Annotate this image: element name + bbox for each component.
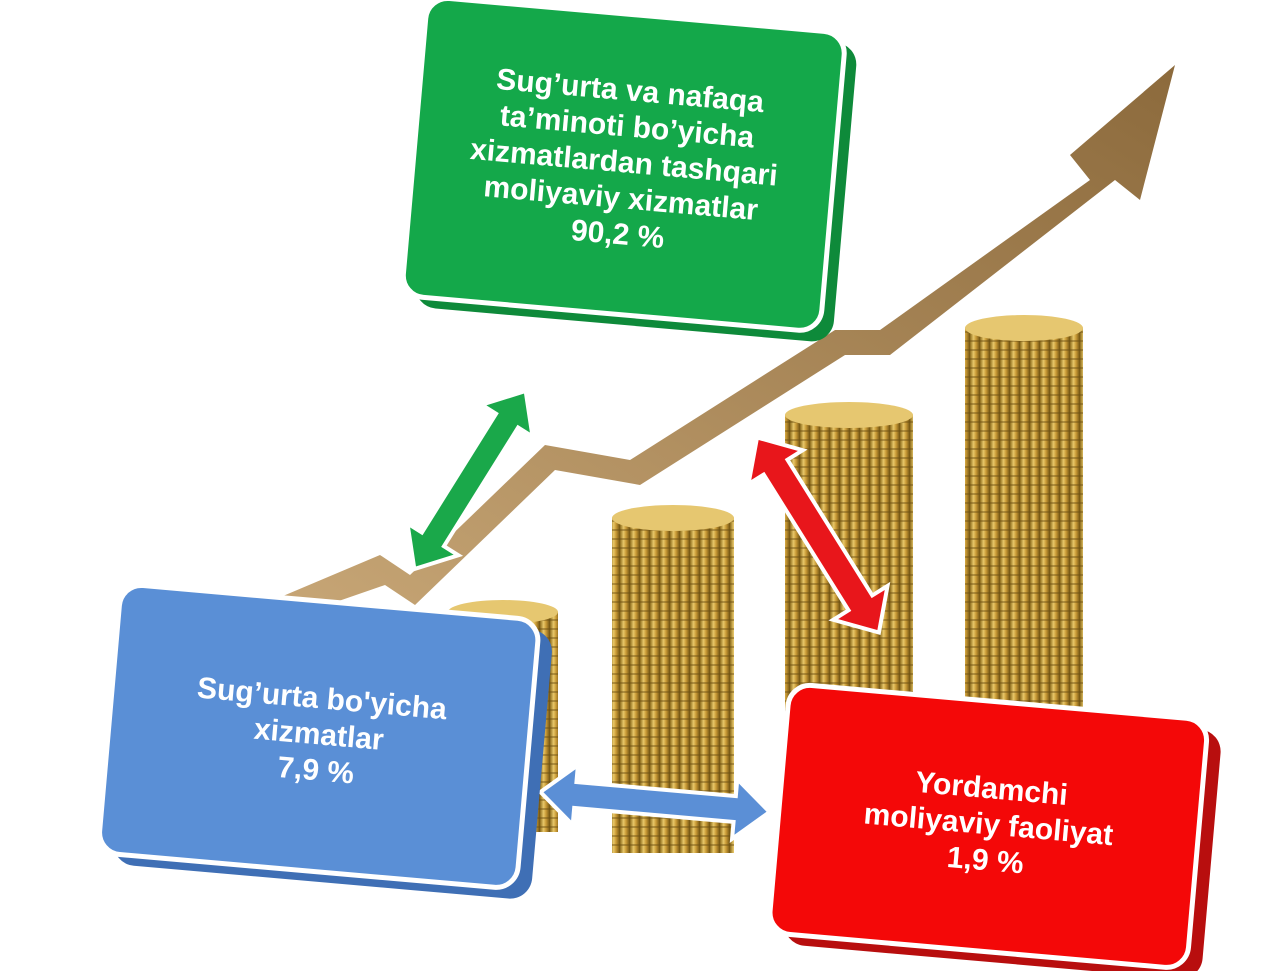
box-label-line: 7,9 % <box>276 751 355 791</box>
box-label-line: 1,9 % <box>946 841 1025 881</box>
infographic: Sug’urta va nafaqata’minoti bo’yichaxizm… <box>0 0 1269 971</box>
coin-stack <box>965 315 1083 748</box>
